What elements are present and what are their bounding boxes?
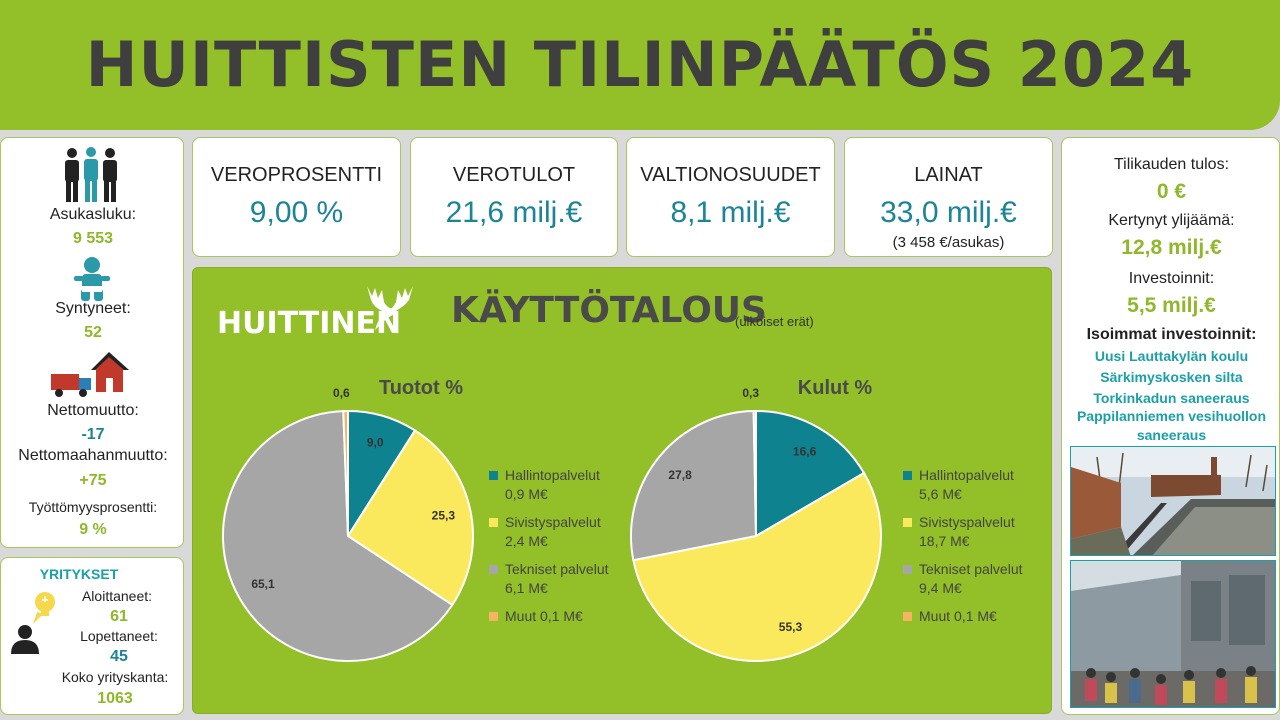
kpi-label: VALTIONOSUUDET bbox=[640, 164, 821, 186]
pie-slice bbox=[632, 471, 882, 662]
pie-slice bbox=[222, 410, 454, 662]
chart-title: Tuotot % bbox=[379, 377, 463, 399]
pie-data-label: 16,6 bbox=[793, 444, 817, 458]
results-panel: Tilikauden tulos: 0 € Kertynyt ylijäämä:… bbox=[1061, 137, 1280, 715]
investment-item: saneeraus bbox=[1136, 427, 1207, 443]
legend-label: 5,6 M€ bbox=[919, 486, 962, 502]
header-banner: HUITTISTEN TILINPÄÄTÖS 2024 bbox=[0, 0, 1280, 130]
section-title: KÄYTTÖTALOUS bbox=[451, 290, 767, 331]
tulos-label: Tilikauden tulos: bbox=[1113, 156, 1230, 173]
pie-slice bbox=[630, 410, 758, 562]
legend-label: Tekniset palvelut bbox=[919, 561, 1023, 577]
investoinnit-value: 5,5 milj.€ bbox=[1127, 294, 1216, 317]
operations-section: HUITTINEN KÄYTTÖTALOUS (ulkoiset erät) 9… bbox=[192, 267, 1052, 714]
pie-slice bbox=[346, 429, 474, 607]
legend-label: 18,7 M€ bbox=[919, 533, 970, 549]
tulos-value: 0 € bbox=[1156, 180, 1187, 203]
moose-antlers-icon bbox=[367, 286, 413, 330]
page-title: HUITTISTEN TILINPÄÄTÖS 2024 bbox=[85, 28, 1195, 101]
aloittaneet-label: Aloittaneet: bbox=[81, 588, 153, 604]
investoinnit-label: Investoinnit: bbox=[1128, 270, 1215, 287]
legend-label: 0,9 M€ bbox=[505, 486, 548, 502]
legend-label: Sivistyspalvelut bbox=[919, 514, 1015, 530]
legend-label: Hallintopalvelut bbox=[919, 467, 1014, 483]
isoimmat-label: Isoimmat investoinnit: bbox=[1086, 326, 1257, 343]
legend-swatch bbox=[489, 471, 498, 480]
pie-slice bbox=[342, 409, 349, 537]
legend-label: Muut 0,1 M€ bbox=[505, 608, 583, 624]
pie-data-label: 9,0 bbox=[367, 435, 384, 449]
legend-swatch bbox=[489, 518, 498, 527]
pie-slice bbox=[752, 409, 757, 537]
investment-item: Uusi Lauttakylän koulu bbox=[1094, 348, 1249, 364]
kpi-value: 9,00 % bbox=[249, 196, 344, 229]
pie-data-label: 0,3 bbox=[742, 386, 759, 400]
investment-item: Pappilanniemen vesihuollon bbox=[1076, 408, 1267, 424]
legend-label: Tekniset palvelut bbox=[505, 561, 609, 577]
nettomaahanmuutto-label: Nettomaahanmuutto: bbox=[18, 447, 168, 464]
pie-data-label: 55,3 bbox=[779, 620, 803, 634]
legend-swatch bbox=[903, 471, 912, 480]
nettomuutto-label: Nettomuutto: bbox=[47, 402, 139, 419]
pie-data-label: 27,8 bbox=[668, 468, 692, 482]
legend-swatch bbox=[903, 565, 912, 574]
syntyneet-label: Syntyneet: bbox=[55, 300, 131, 317]
truck-house-icon bbox=[51, 352, 129, 397]
kpi-label: VEROPROSENTTI bbox=[210, 164, 383, 186]
kpi-value: 33,0 milj.€ bbox=[880, 196, 1017, 229]
population-panel: Asukasluku: 9 553 Syntyneet: 52 Nettomuu… bbox=[0, 137, 184, 548]
huittinen-logo: HUITTINEN bbox=[217, 306, 402, 341]
kpi-valtionosuudet: VALTIONOSUUDET 8,1 milj.€ bbox=[626, 137, 835, 257]
syntyneet-value: 52 bbox=[84, 324, 102, 341]
ylijaama-value: 12,8 milj.€ bbox=[1121, 236, 1222, 259]
pie-slice bbox=[755, 409, 866, 538]
investment-item: Torkinkadun saneeraus bbox=[1093, 390, 1250, 406]
lopettaneet-value: 45 bbox=[110, 648, 128, 665]
kpi-value: 8,1 milj.€ bbox=[670, 196, 791, 229]
tyottomyys-label: Työttömyysprosentti: bbox=[28, 499, 158, 515]
legend-label: 2,4 M€ bbox=[505, 533, 548, 549]
asukasluku-label: Asukasluku: bbox=[49, 206, 137, 223]
people-icon bbox=[65, 147, 117, 202]
entrepreneur-icon bbox=[11, 592, 55, 654]
school-photo bbox=[1070, 560, 1276, 708]
legend-swatch bbox=[903, 612, 912, 621]
kpi-value: 21,6 milj.€ bbox=[445, 196, 583, 229]
chart-title: Kulut % bbox=[798, 377, 873, 399]
legend-label: Sivistyspalvelut bbox=[505, 514, 601, 530]
bridge-photo bbox=[1070, 446, 1276, 556]
kpi-verotulot: VEROTULOT 21,6 milj.€ bbox=[410, 137, 618, 257]
pie-data-label: 0,6 bbox=[333, 386, 350, 400]
kanta-label: Koko yrityskanta: bbox=[61, 669, 169, 685]
baby-icon bbox=[74, 257, 110, 301]
kpi-lainat: LAINAT 33,0 milj.€ (3 458 €/asukas) bbox=[844, 137, 1053, 257]
aloittaneet-value: 61 bbox=[110, 608, 128, 625]
lopettaneet-label: Lopettaneet: bbox=[80, 628, 158, 644]
legend-swatch bbox=[489, 565, 498, 574]
legend-label: 6,1 M€ bbox=[505, 580, 548, 596]
pie-data-label: 65,1 bbox=[251, 577, 275, 591]
section-subtitle: (ulkoiset erät) bbox=[735, 314, 814, 329]
kpi-veroprosentti: VEROPROSENTTI 9,00 % bbox=[192, 137, 401, 257]
kpi-label: VEROTULOT bbox=[452, 164, 576, 186]
tyottomyys-value: 9 % bbox=[79, 521, 107, 538]
kanta-value: 1063 bbox=[97, 690, 133, 707]
kpi-sub: (3 458 €/asukas) bbox=[892, 234, 1005, 251]
legend-label: Muut 0,1 M€ bbox=[919, 608, 997, 624]
legend-swatch bbox=[903, 518, 912, 527]
operations-pie-charts: 9,0 25,3 65,1 0,6 Tuotot % Hallintopalvelut 0,… bbox=[222, 377, 1023, 662]
companies-title: YRITYKSET bbox=[39, 566, 119, 582]
ylijaama-label: Kertynyt ylijäämä: bbox=[1108, 212, 1235, 229]
asukasluku-value: 9 553 bbox=[72, 230, 114, 247]
legend-swatch bbox=[489, 612, 498, 621]
legend-label: Hallintopalvelut bbox=[505, 467, 600, 483]
legend-label: 9,4 M€ bbox=[919, 580, 962, 596]
nettomuutto-value: -17 bbox=[81, 426, 105, 443]
companies-panel: YRITYKSET Aloittaneet: 61 Lopettaneet: 4… bbox=[0, 557, 184, 715]
pie-data-label: 25,3 bbox=[432, 509, 456, 523]
investment-item: Särkimyskosken silta bbox=[1100, 369, 1243, 385]
nettomaahanmuutto-value: +75 bbox=[79, 472, 107, 489]
kpi-label: LAINAT bbox=[914, 164, 983, 186]
